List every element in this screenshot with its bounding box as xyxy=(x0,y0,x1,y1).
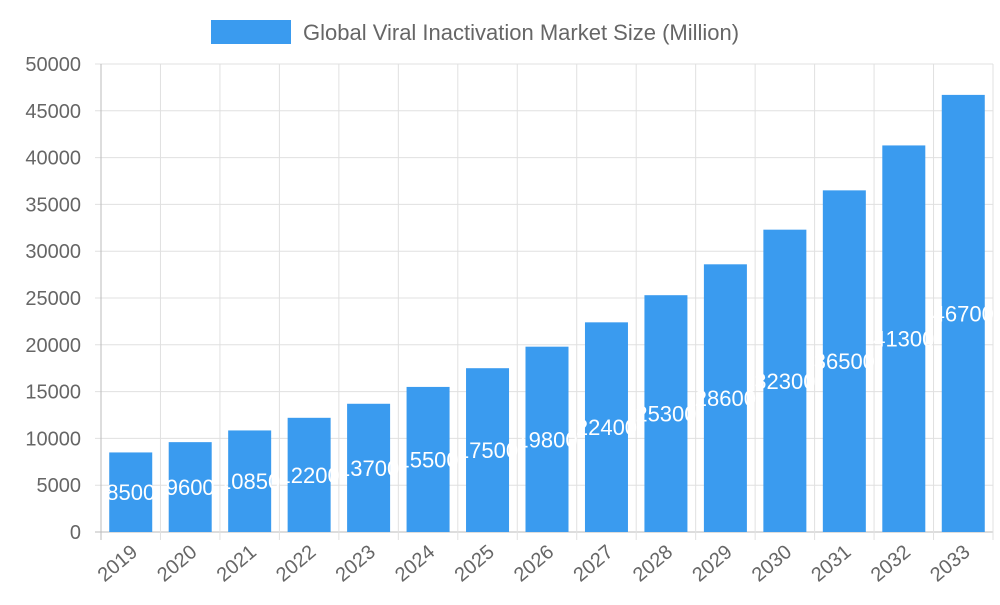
bar xyxy=(703,264,747,532)
bar xyxy=(466,368,510,532)
data-label: 22400 xyxy=(576,415,637,440)
y-tick-label: 5000 xyxy=(37,475,82,497)
legend-swatch xyxy=(211,20,291,44)
x-tick-label: 2019 xyxy=(94,541,142,586)
bar xyxy=(287,417,331,532)
x-tick-label: 2026 xyxy=(510,541,558,586)
bar xyxy=(525,346,569,532)
y-tick-label: 35000 xyxy=(25,194,81,216)
data-label: 13700 xyxy=(338,456,399,481)
x-tick-label: 2031 xyxy=(807,541,855,586)
x-tick-label: 2028 xyxy=(629,541,677,586)
data-label: 25300 xyxy=(635,402,696,427)
y-tick-label: 40000 xyxy=(25,148,81,170)
x-tick-label: 2029 xyxy=(688,541,736,586)
x-tick-label: 2023 xyxy=(332,541,380,586)
bar xyxy=(168,442,212,532)
bar xyxy=(882,145,926,532)
y-tick-label: 15000 xyxy=(25,382,81,404)
data-label: 28600 xyxy=(695,386,756,411)
y-tick-label: 10000 xyxy=(25,428,81,450)
data-label: 41300 xyxy=(873,327,934,352)
x-tick-label: 2032 xyxy=(867,541,915,586)
y-tick-label: 45000 xyxy=(25,101,81,123)
bar xyxy=(109,452,153,532)
data-label: 46700 xyxy=(933,301,994,326)
data-label: 32300 xyxy=(754,369,815,394)
bar xyxy=(584,322,628,532)
y-tick-label: 30000 xyxy=(25,241,81,263)
x-tick-label: 2033 xyxy=(926,541,974,586)
x-tick-label: 2025 xyxy=(451,541,499,586)
y-tick-label: 50000 xyxy=(25,54,81,76)
data-label: 15500 xyxy=(397,447,458,472)
bar xyxy=(228,430,272,532)
y-tick-label: 25000 xyxy=(25,288,81,310)
data-label: 17500 xyxy=(457,438,518,463)
bar xyxy=(406,386,450,532)
legend-label: Global Viral Inactivation Market Size (M… xyxy=(303,20,739,45)
x-tick-label: 2030 xyxy=(748,541,796,586)
x-tick-label: 2021 xyxy=(213,541,261,586)
bar xyxy=(941,94,985,532)
bar xyxy=(822,190,866,533)
data-label: 10850 xyxy=(219,469,280,494)
bar xyxy=(644,295,688,532)
x-tick-label: 2024 xyxy=(391,541,439,586)
y-tick-label: 20000 xyxy=(25,335,81,357)
x-tick-label: 2022 xyxy=(272,541,320,586)
data-label: 8500 xyxy=(106,480,155,505)
data-label: 36500 xyxy=(814,349,875,374)
data-label: 19800 xyxy=(516,427,577,452)
x-tick-label: 2027 xyxy=(569,541,617,586)
bar xyxy=(347,403,391,532)
bar xyxy=(763,229,807,532)
data-label: 9600 xyxy=(166,475,215,500)
y-tick-label: 0 xyxy=(70,522,81,544)
x-tick-label: 2020 xyxy=(153,541,201,586)
data-label: 12200 xyxy=(279,463,340,488)
